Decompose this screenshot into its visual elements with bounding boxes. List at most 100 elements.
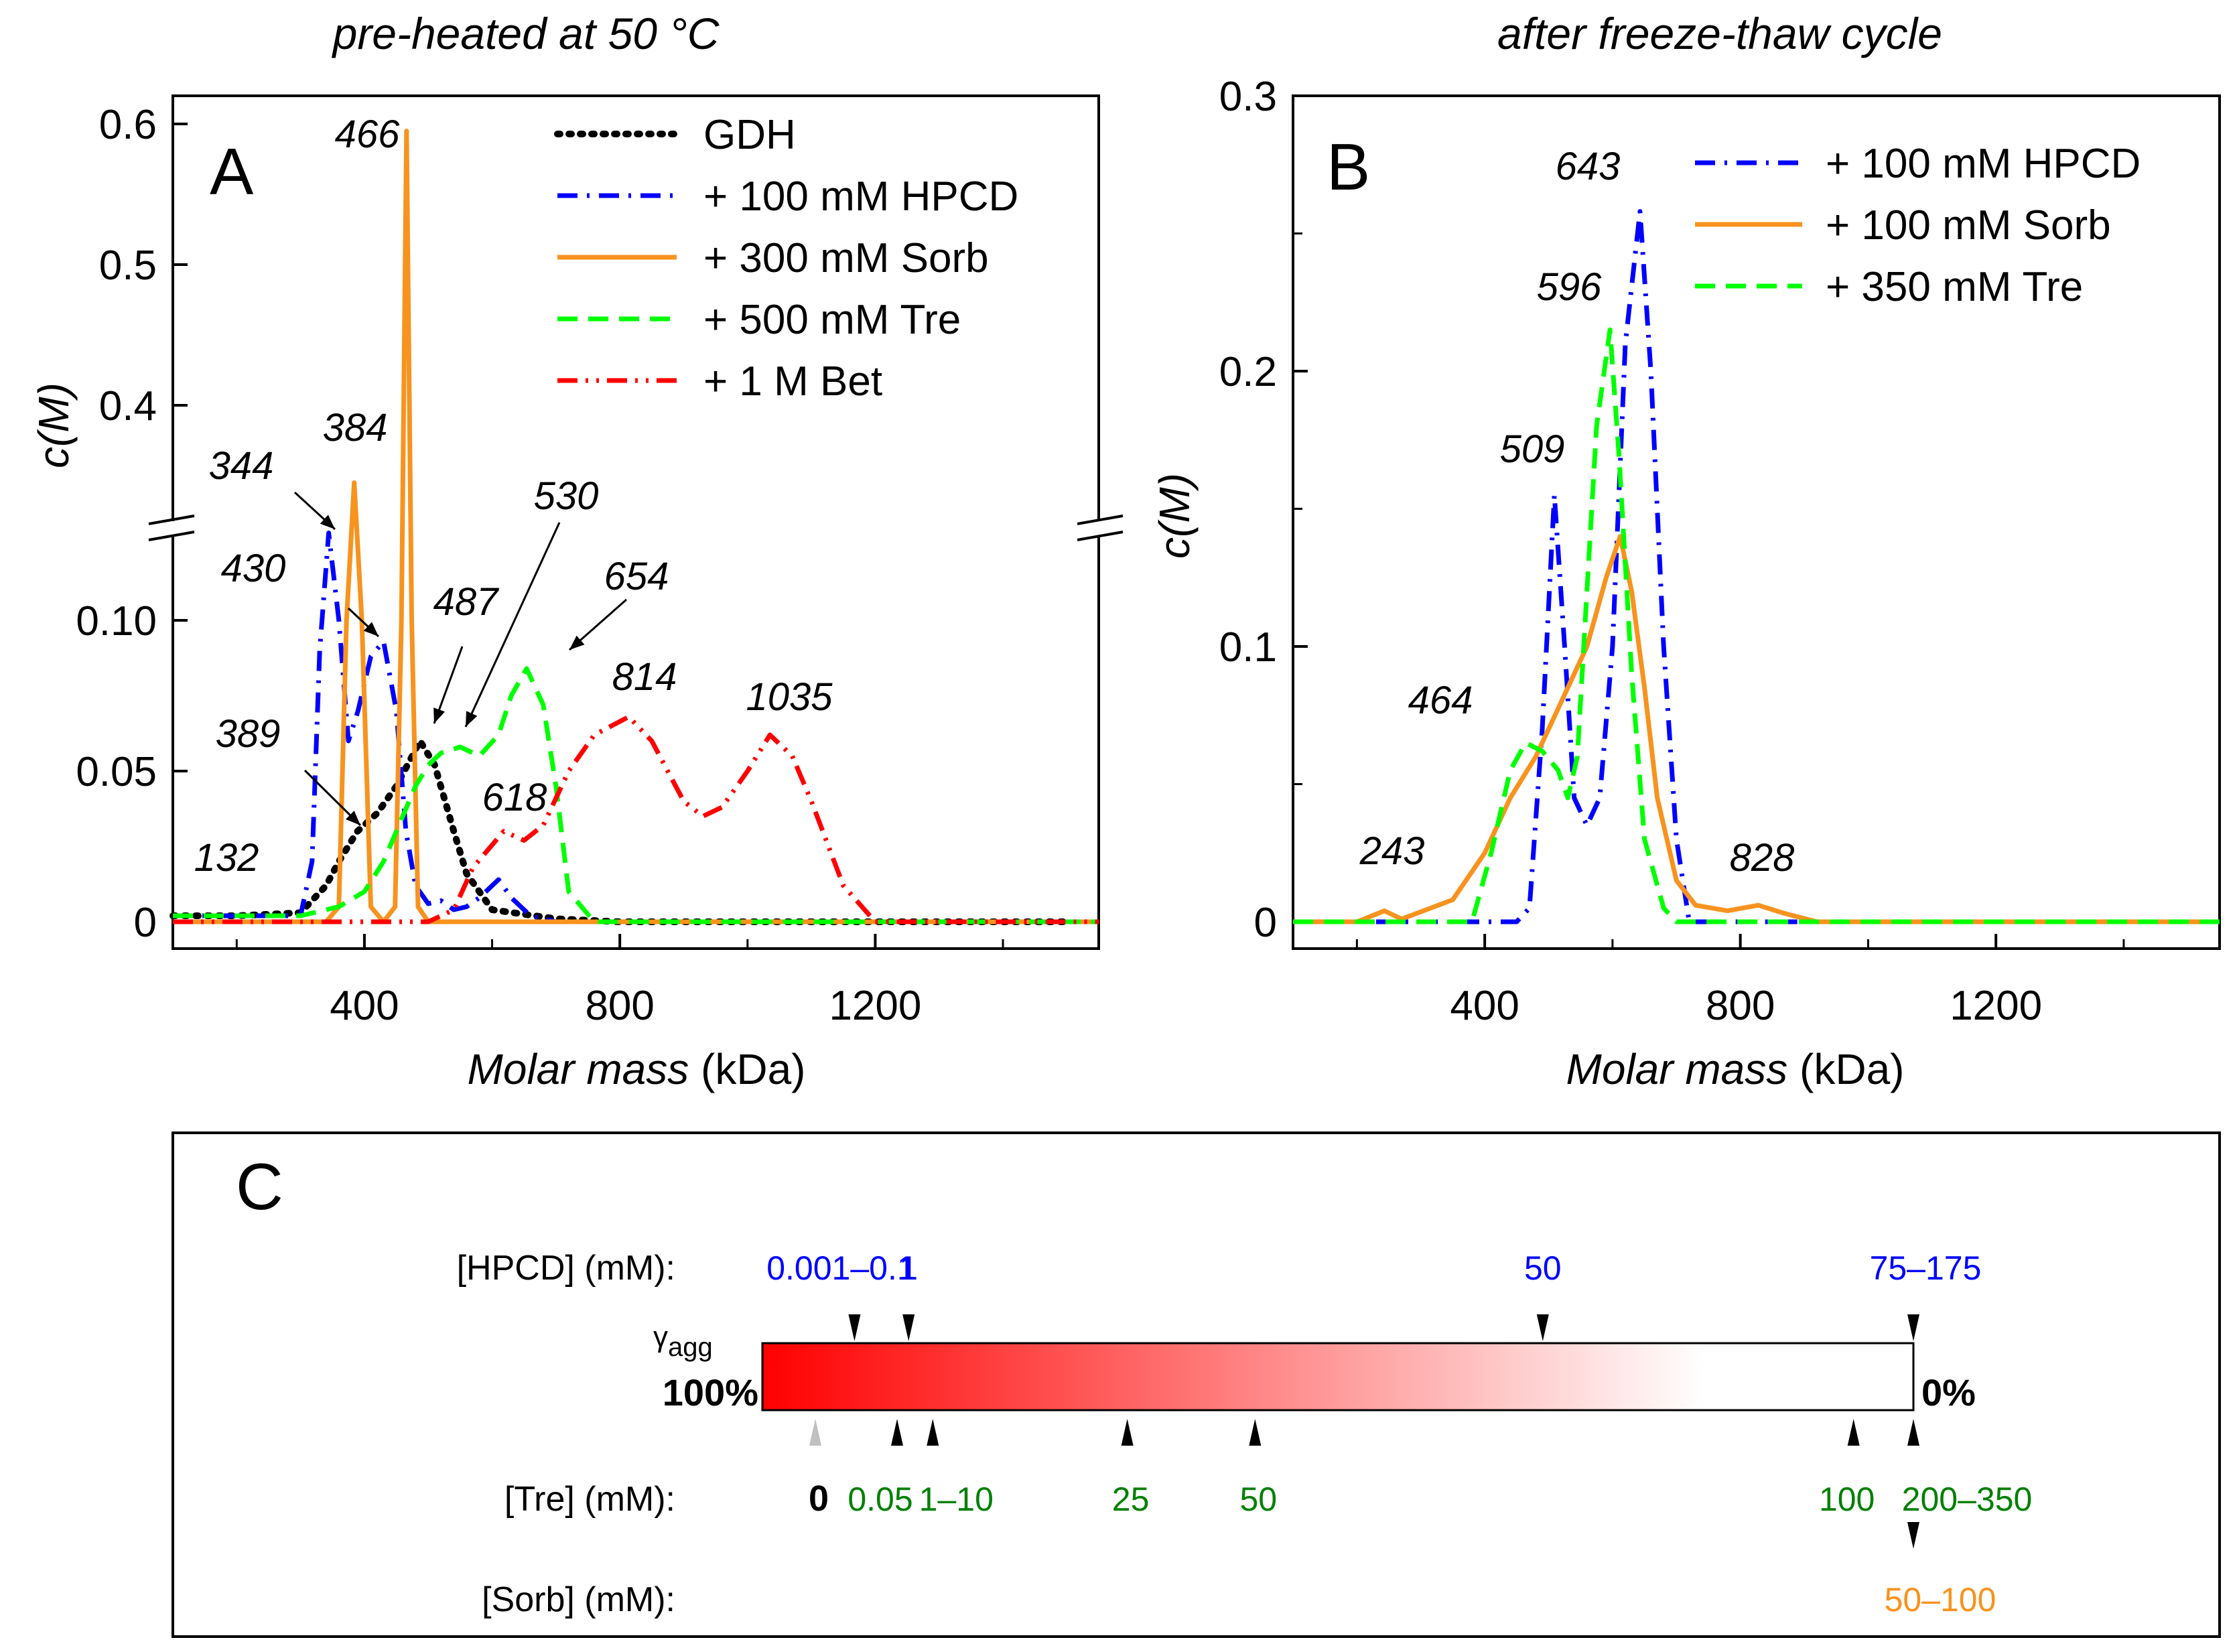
a-xtick-label: 400: [330, 983, 399, 1029]
a-series--500-mm-tre: [173, 666, 1099, 924]
c-marker-pointer: [1249, 1419, 1262, 1446]
gamma-agg-label: γagg: [653, 1320, 713, 1362]
c-marker-pointer: [1536, 1314, 1549, 1341]
c-sorb-marker-label: 50–100: [1885, 1581, 1996, 1619]
a-annotation-label: 389: [216, 712, 281, 756]
a-ytick-label: 0.6: [99, 102, 157, 148]
a-annotation-label: 814: [612, 655, 677, 699]
b-annotation-label: 828: [1730, 836, 1795, 880]
a-ytick-label: 0.5: [99, 243, 157, 289]
c-tre-marker-label: 0: [809, 1478, 829, 1519]
panel-b: after freeze-thaw cycle B 400 800 1200 0 0.1…: [1150, 9, 2221, 1093]
a-annotation-label: 344: [209, 444, 274, 488]
c-tre-marker-label: 50: [1239, 1481, 1277, 1518]
a-annotation-label: 530: [534, 474, 599, 518]
panel-b-ticks: 400 800 1200 0 0.1 0.2 0.3: [1219, 74, 2125, 1029]
a-annotation-arrowhead: [569, 635, 585, 650]
hpcd-row-label: [HPCD] (mM):: [457, 1249, 675, 1288]
a-legend-label: + 1 M Bet: [703, 358, 882, 405]
a-annotation-label: 466: [335, 113, 401, 156]
panel-a-series: [170, 129, 1099, 925]
a-xtick-label: 800: [585, 983, 654, 1029]
c-marker-pointer: [1907, 1522, 1919, 1549]
b-ytick-label: 0.2: [1219, 349, 1277, 395]
b-ytick-label: 0.1: [1219, 624, 1277, 671]
c-marker-pointer: [1121, 1419, 1134, 1446]
scale-right-label: 0%: [1921, 1371, 1976, 1414]
tre-row-label: [Tre] (mM):: [504, 1480, 675, 1519]
a-legend-label: + 100 mM HPCD: [703, 174, 1018, 220]
c-hpcd-marker-label: 50: [1524, 1249, 1562, 1287]
c-marker-pointer: [1847, 1419, 1860, 1446]
a-annotation-label: 132: [194, 836, 259, 880]
panel-c: C γagg 100% 0% [HPCD] (mM): [Tre] (mM): …: [172, 1131, 2221, 1638]
a-annotation-arrowhead: [433, 707, 446, 724]
c-tre-marker-label: 25: [1112, 1481, 1150, 1518]
panel-a-legend: GDH + 100 mM HPCD + 300 mM Sorb + 500 mM Tr…: [554, 112, 1018, 405]
a-series--1-m-bet: [173, 714, 1099, 924]
a-annotation-label: 618: [482, 776, 547, 819]
panel-b-xlabel: Molar mass (kDa): [1566, 1045, 1905, 1093]
c-hpcd-marker-label: 1: [899, 1249, 918, 1287]
panel-a-xlabel: Molar mass (kDa): [468, 1045, 806, 1093]
a-annotation-arrowhead: [320, 514, 335, 529]
b-xtick-label: 1200: [1950, 983, 2042, 1029]
a-annotation-arrowhead: [466, 711, 478, 727]
axis-break-marks: [148, 514, 1124, 541]
c-marker-pointer: [809, 1419, 822, 1446]
a-annotation-arrowhead: [363, 622, 379, 636]
a-ytick-label: 0.05: [76, 749, 157, 795]
panel-b-ylabel: c(M): [1150, 473, 1199, 559]
b-ytick-label: 0: [1254, 900, 1277, 946]
sorb-row-label: [Sorb] (mM):: [482, 1580, 675, 1619]
b-xtick-label: 400: [1450, 983, 1519, 1029]
b-series--350-mm-tre: [1293, 327, 2220, 924]
a-legend-label: + 300 mM Sorb: [703, 235, 989, 281]
c-marker-pointer: [891, 1419, 904, 1446]
panel-c-frame: [172, 1131, 2221, 1638]
a-annotation-label: 384: [323, 406, 388, 450]
scale-left-label: 100%: [663, 1371, 758, 1414]
panel-b-annotations: 643 596 509 464 243 828: [1359, 145, 1795, 880]
b-annotation-label: 596: [1537, 265, 1603, 309]
panel-a-ticks: 400 800 1200 0 0.05 0.10 0.4 0.5 0.6: [76, 102, 1004, 1029]
a-annotation-arrowhead: [346, 811, 360, 825]
a-ytick-label: 0.4: [99, 383, 157, 429]
c-tre-marker-label: 1–10: [919, 1481, 994, 1518]
panel-c-label: C: [236, 1150, 283, 1223]
a-annotation-label: 430: [221, 547, 286, 590]
c-tre-marker-label: 0.05: [848, 1481, 912, 1518]
panel-a: pre-heated at 50 °C A 400 800 1200 0 0.05 0.1…: [29, 9, 1124, 1093]
b-legend-label: + 350 mM Tre: [1826, 264, 2083, 310]
a-annotation-label: 487: [433, 580, 500, 624]
panel-a-title: pre-heated at 50 °C: [332, 9, 720, 58]
a-annotation-label: 1035: [746, 675, 833, 719]
panel-b-series: [1293, 209, 2220, 924]
c-marker-pointer: [1907, 1419, 1919, 1446]
b-annotation-label: 243: [1359, 829, 1425, 873]
c-hpcd-marker-label: 75–175: [1870, 1249, 1982, 1287]
c-marker-pointer: [1907, 1314, 1919, 1341]
c-marker-pointer: [927, 1419, 939, 1446]
a-annotation-label: 654: [604, 555, 669, 598]
a-annotation-arrow-line: [464, 522, 561, 728]
b-legend-label: + 100 mM HPCD: [1826, 141, 2141, 187]
a-series--100-mm-hpcd: [173, 531, 1099, 924]
c-tre-marker-label: 200–350: [1902, 1481, 2033, 1518]
panel-a-ylabel: c(M): [29, 383, 78, 468]
aggregation-gradient-bar: [761, 1342, 1915, 1412]
a-ytick-label: 0: [134, 900, 157, 946]
panel-b-legend: + 100 mM HPCD + 100 mM Sorb + 350 mM Tre: [1695, 141, 2141, 310]
a-series-gdh: [170, 738, 1071, 925]
panel-b-frame: [1292, 94, 2221, 950]
c-marker-pointer: [902, 1314, 915, 1341]
b-series--100-mm-hpcd: [1293, 209, 2220, 924]
b-legend-label: + 100 mM Sorb: [1826, 202, 2111, 249]
c-marker-pointer: [848, 1314, 861, 1341]
a-ytick-label: 0.10: [76, 598, 157, 644]
panel-a-label: A: [210, 135, 254, 208]
a-legend-label: GDH: [703, 112, 796, 158]
panel-b-title: after freeze-thaw cycle: [1497, 9, 1942, 58]
